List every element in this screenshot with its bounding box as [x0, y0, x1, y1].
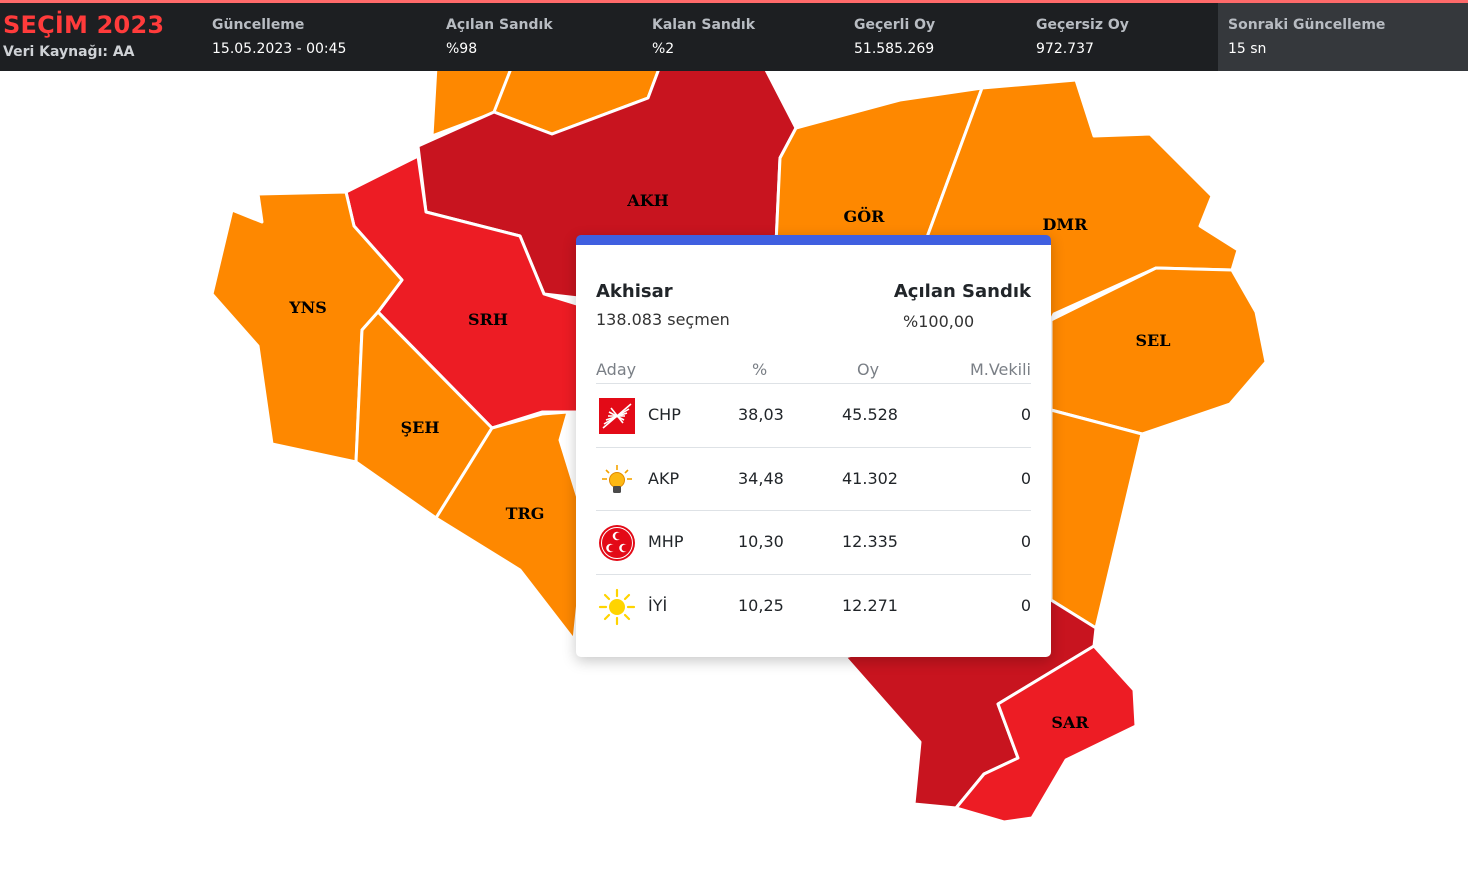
- table-row[interactable]: AKP 34,48 41.302 0: [596, 447, 1031, 511]
- brand: SEÇİM 2023 Veri Kaynağı: AA: [3, 10, 164, 61]
- district-seh[interactable]: [354, 310, 494, 520]
- mhp-logo-icon: [599, 525, 635, 561]
- party-votes: 12.271: [842, 596, 898, 615]
- stat-opened-boxes: Açılan Sandık %98: [446, 16, 553, 58]
- party-percent: 10,25: [738, 596, 784, 615]
- stat-next-update: Sonraki Güncelleme 15 sn: [1218, 3, 1468, 71]
- opened-boxes-label: Açılan Sandık: [893, 281, 1031, 302]
- stat-label: Güncelleme: [212, 17, 305, 33]
- stat-label: Sonraki Güncelleme: [1228, 17, 1386, 33]
- party-percent: 10,30: [738, 532, 784, 551]
- party-percent: 38,03: [738, 405, 784, 424]
- stat-label: Geçersiz Oy: [1036, 17, 1129, 33]
- stat-label: Açılan Sandık: [446, 17, 553, 33]
- stat-remaining-boxes: Kalan Sandık %2: [652, 16, 755, 58]
- party-name: CHP: [648, 405, 681, 424]
- stat-label: Geçerli Oy: [854, 17, 936, 33]
- data-source: Veri Kaynağı: AA: [3, 44, 135, 60]
- stat-value: %2: [652, 41, 675, 57]
- column-percent: %: [752, 360, 768, 379]
- party-votes: 12.335: [842, 532, 898, 551]
- stat-value: %98: [446, 41, 478, 57]
- column-votes: Oy: [857, 360, 880, 379]
- party-votes: 45.528: [842, 405, 898, 424]
- party-name: MHP: [648, 532, 684, 551]
- party-deputies: 0: [1020, 405, 1031, 424]
- party-deputies: 0: [1020, 469, 1031, 488]
- party-votes: 41.302: [842, 469, 898, 488]
- district-east[interactable]: [1049, 408, 1144, 630]
- table-row[interactable]: MHP 10,30 12.335 0: [596, 510, 1031, 574]
- stat-value: 51.585.269: [854, 41, 935, 57]
- stat-value: 972.737: [1036, 41, 1094, 57]
- party-deputies: 0: [1020, 532, 1031, 551]
- opened-boxes-value: %100,00: [903, 312, 975, 331]
- district-name: Akhisar: [596, 281, 673, 302]
- stat-invalid-votes: Geçersiz Oy 972.737: [1036, 16, 1129, 58]
- column-deputies: M.Vekili: [969, 360, 1031, 379]
- party-percent: 34,48: [738, 469, 784, 488]
- stat-value: 15.05.2023 - 00:45: [212, 41, 347, 57]
- stat-label: Kalan Sandık: [652, 17, 756, 33]
- party-name: İYİ: [648, 596, 668, 615]
- top-bar: SEÇİM 2023 Veri Kaynağı: AA Güncelleme 1…: [0, 0, 1468, 71]
- table-row[interactable]: CHP 38,03 45.528 0: [596, 383, 1031, 447]
- column-candidate: Aday: [596, 360, 637, 379]
- voter-count: 138.083 seçmen: [596, 310, 730, 329]
- akp-logo-icon: [602, 465, 632, 493]
- party-name: AKP: [648, 469, 680, 488]
- stat-valid-votes: Geçerli Oy 51.585.269: [854, 16, 935, 58]
- stat-value: 15 sn: [1228, 41, 1267, 57]
- district-sar[interactable]: [954, 644, 1138, 824]
- district-tooltip: Akhisar 138.083 seçmen Açılan Sandık %10…: [576, 235, 1051, 657]
- table-row[interactable]: İYİ 10,25 12.271 0: [596, 574, 1031, 638]
- stat-update-time: Güncelleme 15.05.2023 - 00:45: [212, 16, 346, 58]
- chp-logo-icon: [599, 398, 635, 434]
- app-title: SEÇİM 2023: [3, 11, 165, 39]
- party-deputies: 0: [1020, 596, 1031, 615]
- top-accent-line: [0, 0, 1468, 3]
- iyi-logo-icon: [598, 588, 636, 626]
